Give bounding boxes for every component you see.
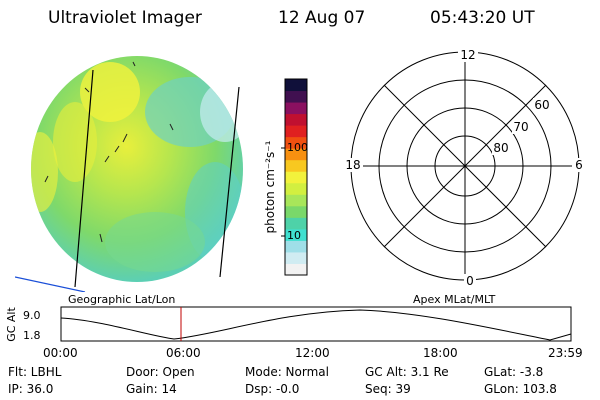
colorbar bbox=[281, 78, 308, 276]
observation-date: 12 Aug 07 bbox=[278, 8, 366, 28]
altitude-timeline bbox=[60, 306, 572, 342]
lat-label-80: 80 bbox=[493, 141, 508, 155]
time-tick-4: 23:59 bbox=[548, 346, 583, 360]
uv-earth-image bbox=[15, 56, 243, 292]
time-tick-2: 12:00 bbox=[295, 346, 330, 360]
lat-label-70: 70 bbox=[513, 120, 528, 134]
time-tick-3: 18:00 bbox=[423, 346, 458, 360]
status-seq: Seq: 39 bbox=[365, 382, 411, 396]
mlt-label-12: 12 bbox=[460, 48, 475, 62]
colorbar-segment bbox=[285, 182, 307, 195]
colorbar-segment bbox=[285, 205, 307, 218]
status-gain: Gain: 14 bbox=[126, 382, 177, 396]
status-gc-alt: GC Alt: 3.1 Re bbox=[365, 365, 449, 379]
colorbar-segment bbox=[285, 159, 307, 172]
colorbar-segment bbox=[285, 90, 307, 103]
colorbar-segment bbox=[285, 148, 307, 161]
timeline-y-top: 9.0 bbox=[23, 309, 41, 322]
time-tick-0: 00:00 bbox=[43, 346, 78, 360]
colorbar-segment bbox=[285, 79, 307, 92]
timeline-axis-label: GC Alt bbox=[4, 307, 18, 342]
lat-label-60: 60 bbox=[534, 98, 549, 112]
status-filter: Flt: LBHL bbox=[8, 365, 62, 379]
observation-time: 05:43:20 UT bbox=[430, 8, 535, 28]
status-glat: GLat: -3.8 bbox=[484, 365, 544, 379]
colorbar-segment bbox=[285, 113, 307, 126]
colorbar-tick-100: 100 bbox=[287, 141, 308, 154]
polar-plot: 12 18 6 0 60 70 80 bbox=[343, 48, 586, 288]
mlt-label-0: 0 bbox=[466, 274, 474, 288]
colorbar-segment bbox=[285, 240, 307, 253]
mlt-label-6: 6 bbox=[575, 158, 583, 172]
colorbar-segment bbox=[285, 263, 307, 276]
time-tick-1: 06:00 bbox=[166, 346, 201, 360]
mlt-label-18: 18 bbox=[345, 158, 360, 172]
apex-mlat-mlt-label: Apex MLat/MLT bbox=[413, 293, 496, 306]
instrument-title: Ultraviolet Imager bbox=[48, 8, 202, 28]
colorbar-segment bbox=[285, 228, 307, 241]
status-glon: GLon: 103.8 bbox=[484, 382, 557, 396]
colorbar-unit-label: photon cm⁻²s⁻¹ bbox=[263, 140, 277, 234]
geographic-latlon-label: Geographic Lat/Lon bbox=[68, 293, 176, 306]
colorbar-tick-10: 10 bbox=[287, 229, 301, 242]
colorbar-segment bbox=[285, 136, 307, 149]
colorbar-segment bbox=[285, 125, 307, 138]
status-ip: IP: 36.0 bbox=[8, 382, 54, 396]
colorbar-segment bbox=[285, 102, 307, 115]
timeline-y-bottom: 1.8 bbox=[23, 329, 41, 342]
colorbar-segment bbox=[285, 217, 307, 230]
status-dsp: Dsp: -0.0 bbox=[245, 382, 300, 396]
colorbar-segment bbox=[285, 251, 307, 264]
colorbar-segment bbox=[285, 171, 307, 184]
status-mode: Mode: Normal bbox=[245, 365, 329, 379]
colorbar-segment bbox=[285, 194, 307, 207]
status-door: Door: Open bbox=[126, 365, 195, 379]
